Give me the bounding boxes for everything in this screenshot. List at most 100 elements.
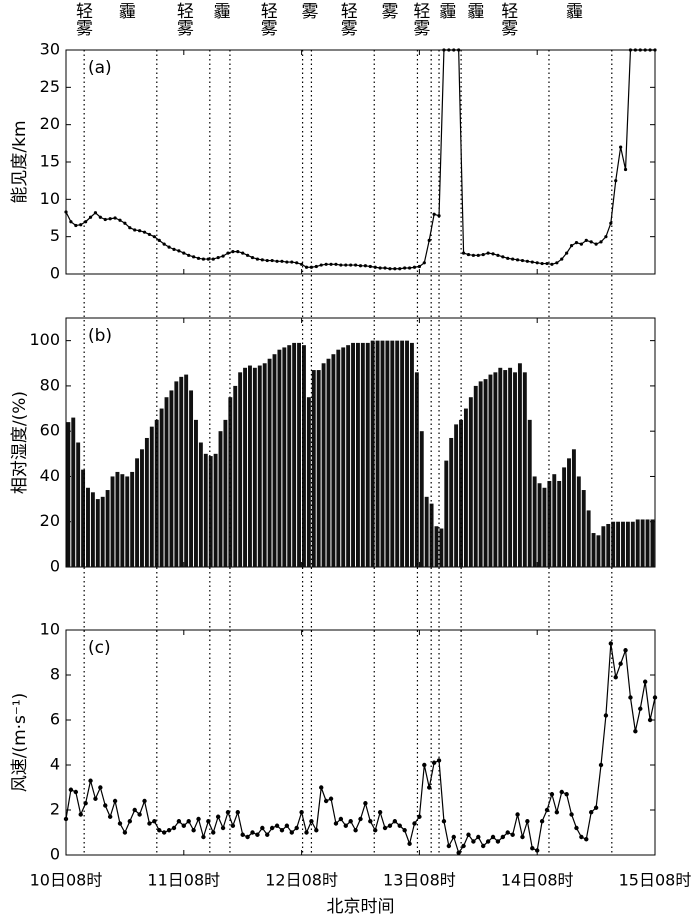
bar [405,340,409,567]
bar [105,490,110,567]
bar [233,385,238,567]
marker [466,252,471,257]
y-tick-label: 10 [40,620,60,639]
marker [176,819,182,824]
marker [447,48,451,52]
marker [422,261,426,265]
marker [147,821,152,826]
marker [265,832,270,837]
bar [341,347,346,567]
bar [81,469,86,567]
marker [142,798,147,804]
marker [604,235,608,239]
marker [554,810,560,815]
marker [103,803,108,808]
marker [157,238,161,242]
marker [309,819,314,824]
bar [630,521,635,567]
bar [385,340,390,567]
marker [270,258,274,263]
marker [378,266,382,270]
marker [653,48,657,52]
bar [184,374,189,567]
bar [454,424,459,567]
marker [623,167,628,172]
y-tick-label: 10 [40,189,60,208]
marker [344,263,348,267]
plot-frame [65,629,656,856]
bar [596,535,601,567]
marker [540,261,544,266]
marker [407,266,412,270]
bar [606,523,611,567]
marker [69,220,73,224]
marker [427,785,432,790]
bar [645,519,650,567]
marker [643,48,647,52]
marker [652,695,658,700]
marker [495,839,501,844]
marker [628,48,633,52]
marker [295,261,299,265]
marker [240,832,245,837]
bar [267,358,272,567]
marker [520,834,525,840]
marker [589,240,593,244]
bar [508,367,513,567]
bar [346,345,351,567]
bar [203,453,208,567]
marker [236,250,240,254]
marker [108,217,112,221]
y-tick-label: 25 [40,77,60,96]
phase-label: 轻雾 [173,2,194,37]
marker [614,179,618,183]
marker [481,252,485,257]
marker [613,675,618,680]
bar [135,458,140,567]
marker [618,661,623,666]
marker [457,48,461,52]
marker [128,226,132,230]
marker [122,830,128,835]
marker [549,792,555,797]
marker [137,812,142,817]
marker [339,263,343,267]
marker [186,819,191,824]
marker [221,254,225,258]
marker [642,679,648,684]
panel-tag: (c) [88,638,111,658]
marker [269,825,275,831]
marker [598,762,604,768]
y-tick-label: 20 [40,114,60,133]
marker [250,830,255,835]
marker [496,253,500,257]
y-tick-label: 20 [40,511,60,530]
marker [334,262,338,266]
marker [451,834,456,840]
marker [88,778,93,783]
marker [569,244,574,248]
bar [459,419,463,567]
marker [456,850,461,855]
bar [351,342,355,567]
marker [544,807,550,813]
bar [429,503,434,567]
marker [539,819,545,824]
bar [360,342,365,567]
marker [289,830,294,835]
marker [171,825,177,831]
marker [437,214,441,218]
bar [567,458,571,567]
bar [591,533,596,567]
bar [248,365,252,567]
marker [603,713,609,718]
bar [223,419,228,567]
marker [471,839,476,844]
phase-label: 雾 [297,2,318,20]
marker [436,758,442,763]
marker [161,830,167,835]
marker [530,846,535,851]
marker [192,255,196,259]
marker [648,48,652,52]
marker [319,785,324,790]
